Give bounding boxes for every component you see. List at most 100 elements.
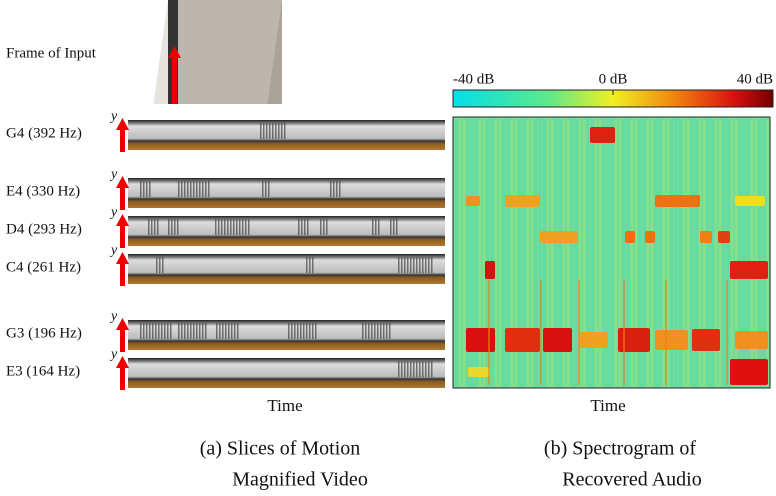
oscillation <box>190 181 192 197</box>
texture <box>615 118 617 387</box>
row-label: G4 (392 Hz) <box>6 125 82 141</box>
arrow-head <box>116 214 129 226</box>
oscillation <box>171 219 173 235</box>
oscillation <box>398 257 400 273</box>
oscillation <box>140 181 142 197</box>
row-label: E3 (164 Hz) <box>6 363 80 379</box>
oscillation <box>187 323 189 339</box>
energy-band <box>700 231 712 243</box>
texture <box>655 118 657 387</box>
oscillation <box>262 181 264 197</box>
texture <box>767 118 769 387</box>
oscillation <box>167 323 169 339</box>
oscillation <box>208 181 210 197</box>
oscillation <box>301 219 303 235</box>
oscillation <box>196 181 198 197</box>
texture <box>483 118 485 387</box>
oscillation <box>312 323 314 339</box>
oscillation <box>425 361 427 377</box>
oscillation <box>401 257 403 273</box>
texture <box>503 118 505 387</box>
x-axis-label: Time <box>590 396 625 415</box>
arrow-head <box>116 176 129 188</box>
energy-band <box>735 196 765 206</box>
arrow-shaft <box>120 366 125 390</box>
slice <box>128 254 445 284</box>
texture <box>543 118 545 387</box>
oscillation <box>312 257 314 273</box>
arrow-shaft <box>120 328 125 352</box>
texture <box>607 118 609 387</box>
oscillation <box>143 323 145 339</box>
slices-panel: G4 (392 Hz) y E4 (330 Hz) y D4 (293 Hz) y C4 (… <box>6 109 445 390</box>
texture <box>723 118 725 387</box>
oscillation <box>170 323 172 339</box>
texture <box>679 118 681 387</box>
oscillation <box>307 219 309 235</box>
slice <box>128 320 445 350</box>
texture <box>639 118 641 387</box>
frame-label: Frame of Input <box>6 45 97 61</box>
oscillation <box>177 219 179 235</box>
oscillation <box>380 323 382 339</box>
oscillation <box>193 181 195 197</box>
oscillation <box>407 257 409 273</box>
texture <box>695 118 697 387</box>
texture <box>603 118 605 387</box>
oscillation <box>431 257 433 273</box>
axis-label: y <box>109 109 118 124</box>
oscillation <box>143 181 145 197</box>
oscillation <box>407 361 409 377</box>
oscillation <box>146 323 148 339</box>
oscillation <box>184 323 186 339</box>
oscillation <box>371 323 373 339</box>
oscillation <box>300 323 302 339</box>
oscillation <box>178 323 180 339</box>
texture <box>507 118 509 387</box>
oscillation <box>303 323 305 339</box>
oscillation <box>219 323 221 339</box>
texture <box>647 118 649 387</box>
texture <box>551 118 553 387</box>
tick-label: 0 dB <box>599 71 628 87</box>
oscillation <box>372 219 374 235</box>
texture <box>579 118 581 387</box>
oscillation <box>365 323 367 339</box>
row-label: G3 (196 Hz) <box>6 325 82 341</box>
onset-streak <box>488 280 490 385</box>
energy-band <box>618 328 650 352</box>
texture <box>659 118 661 387</box>
texture <box>711 118 713 387</box>
oscillation <box>236 219 238 235</box>
texture <box>619 118 621 387</box>
texture <box>527 118 529 387</box>
texture <box>519 118 521 387</box>
oscillation <box>393 219 395 235</box>
caption: (a) Slices of Motion <box>200 438 361 460</box>
oscillation <box>158 323 160 339</box>
oscillation <box>339 181 341 197</box>
oscillation <box>216 323 218 339</box>
texture <box>515 118 517 387</box>
energy-band <box>645 231 655 243</box>
texture <box>591 118 593 387</box>
oscillation <box>199 323 201 339</box>
oscillation <box>398 361 400 377</box>
oscillation <box>152 323 154 339</box>
oscillation <box>205 181 207 197</box>
axis-label: y <box>109 309 118 324</box>
texture <box>683 118 685 387</box>
oscillation <box>222 323 224 339</box>
oscillation <box>275 123 277 139</box>
spectrogram <box>452 116 771 389</box>
onset-streak <box>540 280 542 385</box>
texture <box>703 118 705 387</box>
texture <box>463 118 465 387</box>
texture <box>599 118 601 387</box>
oscillation <box>278 123 280 139</box>
arrow-shaft <box>120 262 125 286</box>
texture <box>651 118 653 387</box>
oscillation <box>155 323 157 339</box>
oscillation <box>218 219 220 235</box>
